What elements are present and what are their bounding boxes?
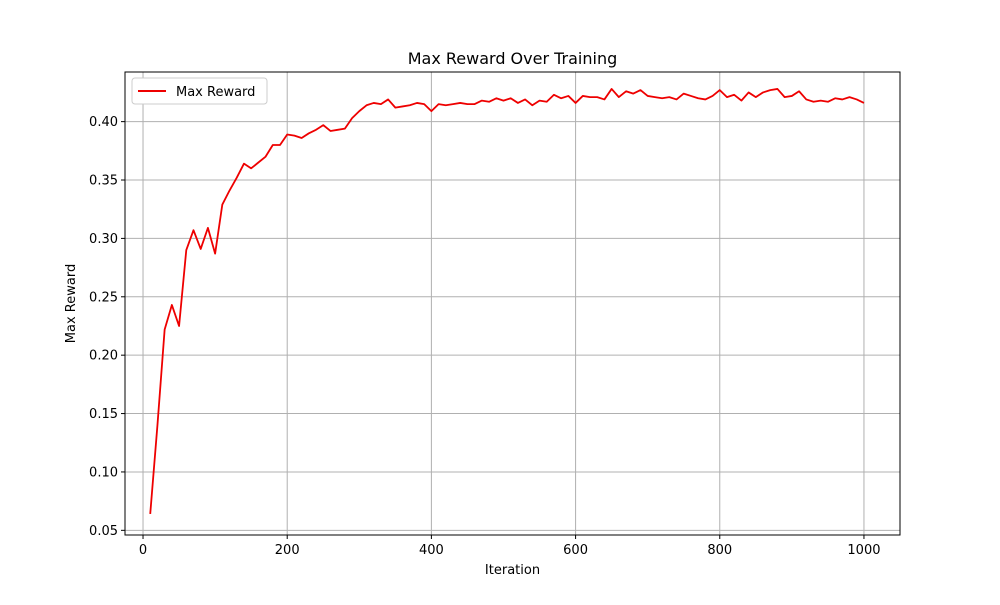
- x-tick-label: 0: [139, 543, 147, 558]
- y-tick-label: 0.15: [89, 407, 118, 422]
- x-axis-label: Iteration: [485, 563, 540, 578]
- y-tick-label: 0.05: [89, 524, 118, 539]
- x-tick-label: 600: [563, 543, 588, 558]
- x-tick-label: 800: [707, 543, 732, 558]
- y-tick-label: 0.10: [89, 465, 118, 480]
- y-tick-label: 0.25: [89, 290, 118, 305]
- y-tick-label: 0.20: [89, 349, 118, 364]
- x-tick-label: 1000: [847, 543, 880, 558]
- legend: Max Reward: [131, 77, 268, 105]
- plot-frame: [124, 71, 901, 536]
- x-tick-label: 400: [419, 543, 444, 558]
- chart-title: Max Reward Over Training: [408, 49, 618, 68]
- plot-background: [125, 72, 900, 535]
- legend-label: Max Reward: [176, 85, 255, 100]
- y-tick-label: 0.35: [89, 174, 118, 189]
- x-axis-ticks: 0 200 400 600 800 1000: [139, 535, 881, 558]
- y-axis-label: Max Reward: [64, 264, 79, 343]
- series-line-max-reward: [149, 88, 865, 515]
- y-axis-ticks: 0.05 0.10 0.15 0.20 0.25 0.30 0.35 0.40: [89, 115, 125, 539]
- y-tick-label: 0.30: [89, 232, 118, 247]
- x-tick-label: 200: [275, 543, 300, 558]
- y-tick-label: 0.40: [89, 115, 118, 130]
- series-layer: [149, 88, 865, 515]
- legend-box: [131, 77, 268, 105]
- grid-lines: [125, 72, 900, 535]
